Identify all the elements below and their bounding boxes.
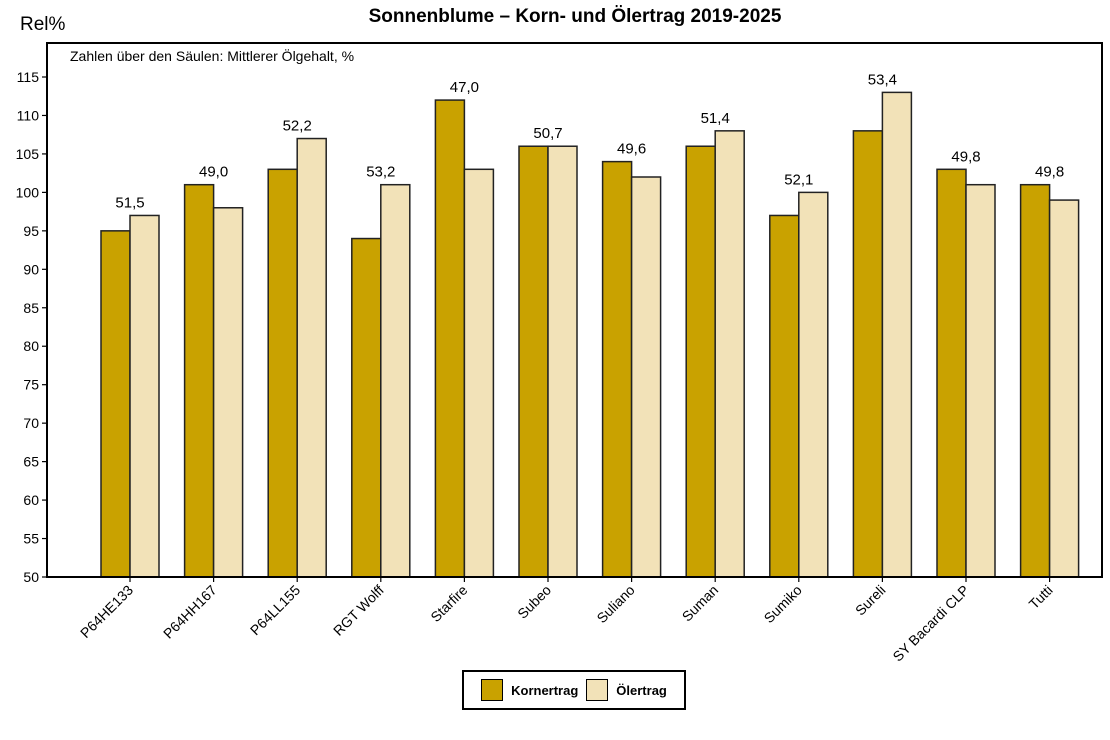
oil-content-label: 53,2 (366, 164, 395, 181)
bar-oelertrag (881, 91, 913, 578)
oil-content-label: 47,0 (450, 79, 479, 96)
bar-oelertrag (630, 176, 662, 578)
bar-kornertrag (769, 214, 800, 578)
bar-oelertrag (965, 183, 996, 578)
bar-oelertrag (212, 207, 244, 578)
y-tick-label: 90 (23, 261, 39, 277)
bar-oelertrag (129, 214, 160, 578)
legend-label-oelertrag: Ölertrag (616, 682, 667, 698)
y-tick-label: 85 (23, 300, 39, 316)
bar-oelertrag (463, 168, 495, 578)
bar-oelertrag (1048, 199, 1080, 578)
bar-oelertrag (798, 191, 829, 578)
x-tick-label: Tutti (1026, 582, 1056, 612)
oil-content-label: 52,1 (784, 171, 813, 188)
bar-kornertrag (434, 99, 466, 578)
x-tick-label: Sureli (852, 582, 889, 619)
bar-kornertrag (518, 145, 549, 578)
y-tick-label: 50 (23, 569, 39, 585)
legend-item-oelertrag: Ölertrag (586, 679, 667, 701)
y-tick-label: 75 (23, 377, 39, 393)
oil-content-label: 51,5 (115, 194, 144, 211)
x-tick-label: SY Bacardi CLP (889, 582, 972, 665)
y-tick-label: 70 (23, 415, 39, 431)
bar-kornertrag (601, 160, 633, 578)
y-axis: 50 55 60 65 70 75 80 85 90 95 100 105 110 115 (16, 69, 47, 585)
oil-content-label: 49,8 (1035, 164, 1064, 181)
x-tick-label: P64HH167 (160, 582, 220, 642)
oil-content-label: 49,0 (199, 164, 228, 181)
bar-kornertrag (351, 237, 382, 578)
bar-kornertrag (100, 230, 131, 578)
x-tick-label: P64HE133 (77, 582, 136, 641)
bar-kornertrag (1019, 183, 1051, 578)
chart-note: Zahlen über den Säulen: Mittlerer Ölgeha… (70, 47, 354, 64)
oil-content-label: 49,8 (951, 148, 980, 165)
legend-swatch-kornertrag (481, 679, 504, 701)
oil-content-label: 52,2 (283, 118, 312, 135)
bar-kornertrag (936, 168, 967, 578)
x-tick-label: Starfire (427, 582, 470, 625)
x-tick-label: Suliano (593, 582, 637, 626)
x-axis: P64HE133 P64HH167 P64LL155 RGT Wolff Starfir… (77, 577, 1056, 664)
bar-kornertrag (267, 168, 298, 578)
oil-content-label: 49,6 (617, 141, 646, 158)
oil-content-label: 51,4 (701, 110, 730, 127)
oil-content-label: 50,7 (533, 125, 562, 142)
y-axis-label: Rel% (20, 14, 66, 35)
bar-oelertrag (380, 183, 411, 578)
legend-label-kornertrag: Kornertrag (511, 682, 579, 698)
x-tick-label: Suman (679, 582, 722, 625)
y-tick-label: 80 (23, 338, 39, 354)
x-tick-label: P64LL155 (247, 582, 304, 639)
x-tick-label: Sumiko (761, 582, 805, 626)
legend: Kornertrag Ölertrag (462, 670, 686, 710)
y-tick-label: 115 (17, 69, 40, 85)
chart-title: Sonnenblume – Korn- und Ölertrag 2019-20… (368, 6, 782, 27)
bar-oelertrag (296, 137, 327, 578)
y-tick-label: 65 (23, 454, 39, 470)
y-tick-label: 55 (23, 531, 39, 547)
y-tick-label: 60 (23, 492, 39, 508)
bar-kornertrag (183, 183, 215, 578)
bar-oelertrag (714, 130, 745, 578)
bars-group: 51,5 49,0 52,2 53,2 47,0 50,7 49,6 51,4 52,1 53,4… (100, 71, 1080, 578)
x-tick-label: RGT Wolff (330, 582, 387, 639)
x-tick-label: Subeo (514, 582, 554, 622)
y-tick-label: 100 (16, 184, 40, 200)
y-tick-label: 110 (17, 107, 40, 123)
plot-frame (46, 42, 1103, 578)
bar-kornertrag (685, 145, 716, 578)
legend-swatch-oelertrag (586, 679, 609, 701)
bar-kornertrag (852, 130, 884, 578)
oil-content-label: 53,4 (868, 71, 897, 88)
bar-oelertrag (547, 145, 578, 578)
legend-item-kornertrag: Kornertrag (481, 679, 578, 701)
y-tick-label: 95 (23, 223, 39, 239)
y-tick-label: 105 (16, 146, 40, 162)
